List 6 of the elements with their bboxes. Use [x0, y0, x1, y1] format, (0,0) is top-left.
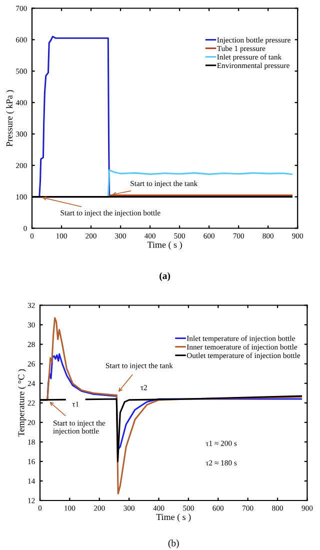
y-axis-title: Temperature ( °C ): [18, 369, 26, 437]
text: (a): [160, 272, 170, 282]
text: (b): [168, 540, 179, 548]
y-axis-title: Pressure ( kPa ): [6, 90, 14, 146]
x-axis-title: Time ( s ): [147, 241, 182, 250]
x-axis-title: Time ( s ): [156, 514, 191, 522]
